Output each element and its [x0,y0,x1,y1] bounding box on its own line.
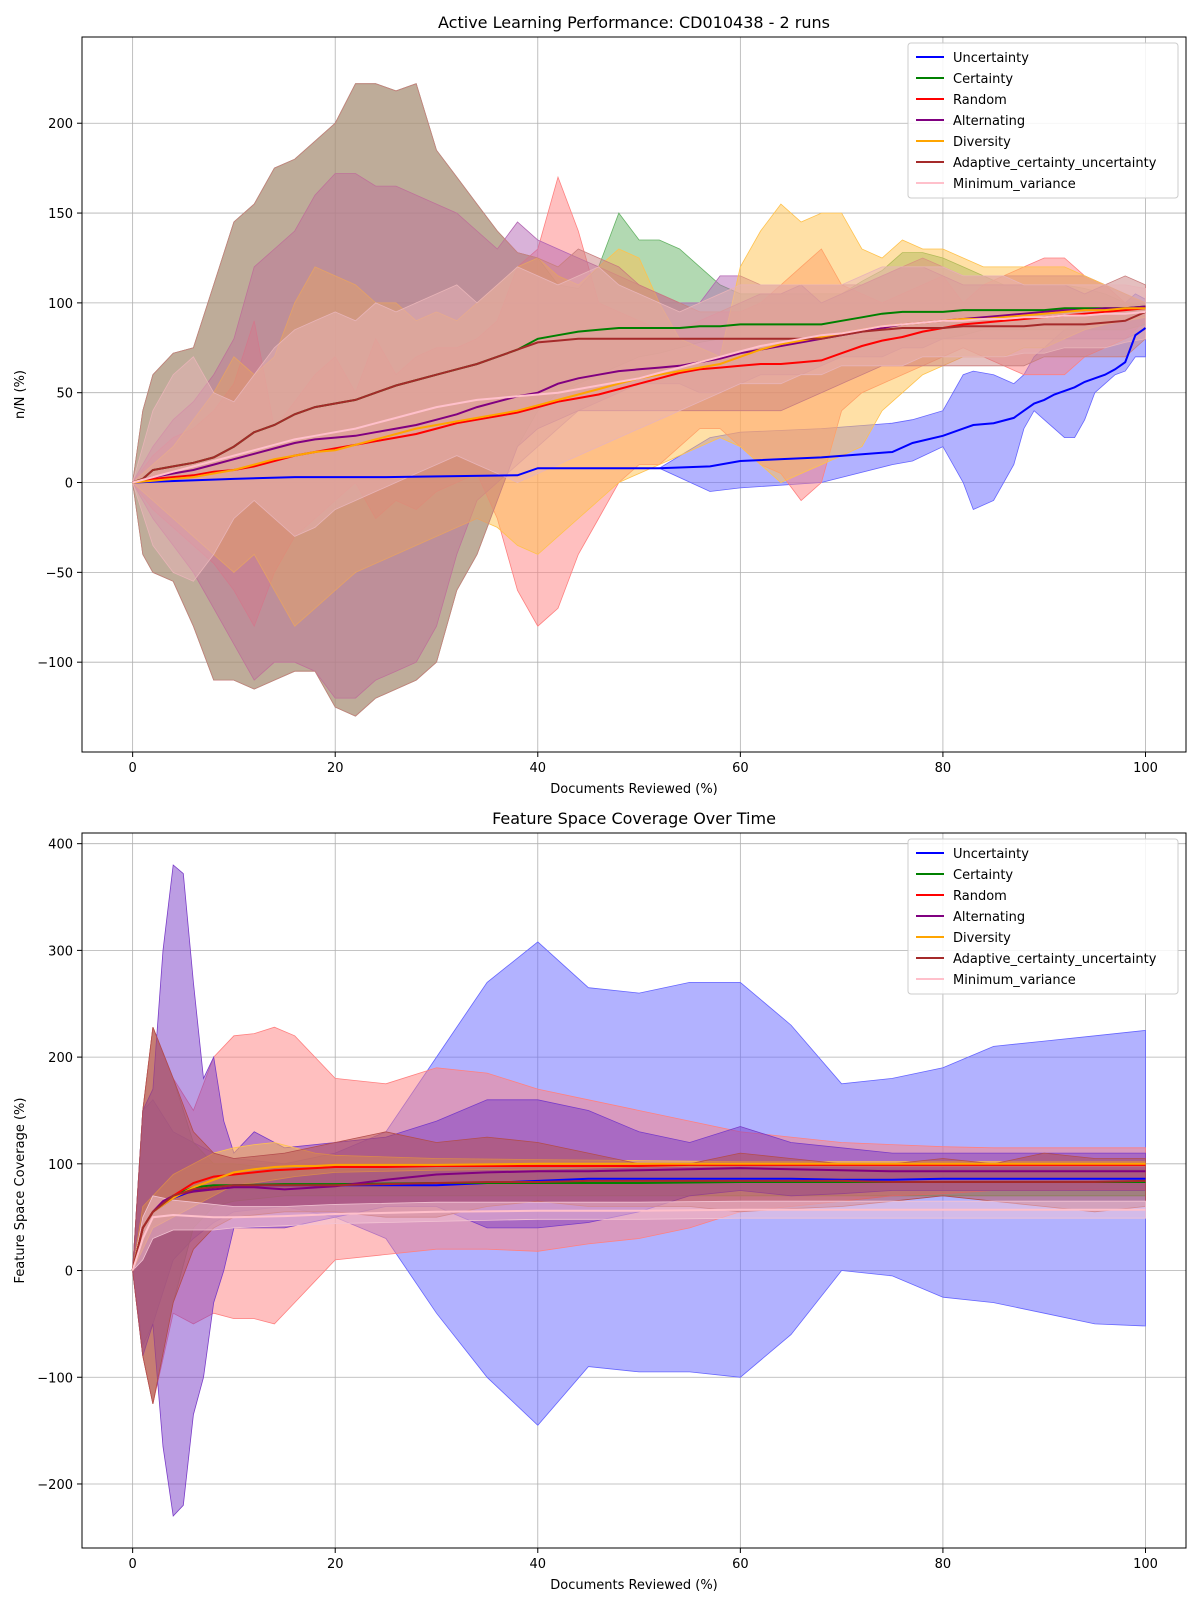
legend-label: Diversity [953,931,1011,946]
line-adaptive-certainty-uncertainty [131,1179,1146,1271]
chart-title: Active Learning Performance: CD010438 - … [438,13,830,32]
x-tick-label: 20 [327,1557,344,1572]
x-tick-label: 0 [129,761,137,776]
x-tick-label: 40 [530,761,547,776]
plot-area [131,83,1147,717]
y-tick-label: −200 [37,1478,73,1493]
line-random [131,1163,1146,1271]
legend-label: Random [953,889,1007,904]
line-minimum-variance [132,310,1146,484]
x-tick-label: 0 [129,1557,137,1572]
x-tick-label: 100 [1133,1557,1158,1572]
line-uncertainty [132,327,1147,484]
x-tick-label: 80 [935,761,952,776]
legend-label: Diversity [953,135,1011,150]
legend-label: Adaptive_certainty_uncertainty [953,952,1157,967]
chart-title: Feature Space Coverage Over Time [492,809,776,828]
x-tick-label: 40 [530,1557,547,1572]
y-tick-label: 0 [65,477,73,492]
legend-label: Minimum_variance [953,973,1076,988]
y-axis-label: Feature Space Coverage (%) [13,1098,28,1284]
legend-label: Certainty [953,868,1013,883]
chart-panel-1: 0 20 40 60 80 100 −100 −50 0 50 100 150 200 Active Le… [13,13,1187,797]
x-tick-label: 60 [732,761,749,776]
axes-frame [81,832,1187,1549]
axes-frame [81,36,1187,753]
y-tick-label: 100 [48,1158,73,1173]
line-uncertainty [131,1177,1146,1271]
x-tick-label: 100 [1133,761,1158,776]
line-adaptive-certainty-uncertainty [132,310,1146,484]
x-tick-label: 80 [935,1557,952,1572]
y-tick-label: 150 [48,207,73,222]
x-axis-label: Documents Reviewed (%) [550,782,718,797]
legend: Uncertainty Certainty Random Alternating Div… [907,42,1179,199]
chart-panel-2: 0 20 40 60 80 100 −200 −100 0 100 200 300 400 Feature… [13,809,1187,1593]
y-axis-label: n/N (%) [13,370,28,419]
legend-label: Certainty [953,72,1013,87]
legend-label: Random [953,93,1007,108]
legend-box [907,42,1179,199]
y-tick-label: 0 [65,1265,73,1280]
x-tick-label: 20 [327,761,344,776]
x-tick-label: 60 [732,1557,749,1572]
y-tick-label: 100 [48,297,73,312]
y-tick-label: 200 [48,117,73,132]
y-tick-label: 400 [48,838,73,853]
y-tick-label: −100 [37,1371,73,1386]
line-minimum-variance [131,1208,1146,1271]
line-alternating [132,305,1146,484]
legend-label: Uncertainty [953,847,1029,862]
line-diversity [131,1162,1146,1271]
legend-label: Uncertainty [953,51,1029,66]
y-tick-label: 200 [48,1051,73,1066]
legend-label: Alternating [953,114,1025,129]
legend-label: Alternating [953,910,1025,925]
legend-box [907,838,1179,995]
band-minimum-variance [132,266,1146,582]
y-tick-label: −50 [46,566,73,581]
legend-label: Minimum_variance [953,177,1076,192]
y-tick-label: 50 [56,387,73,402]
y-tick-label: −100 [37,656,73,671]
x-axis-label: Documents Reviewed (%) [550,1578,718,1593]
legend: Uncertainty Certainty Random Alternating Div… [907,838,1179,995]
y-tick-label: 300 [48,944,73,959]
legend-label: Adaptive_certainty_uncertainty [953,156,1157,171]
plot-area [131,864,1146,1517]
